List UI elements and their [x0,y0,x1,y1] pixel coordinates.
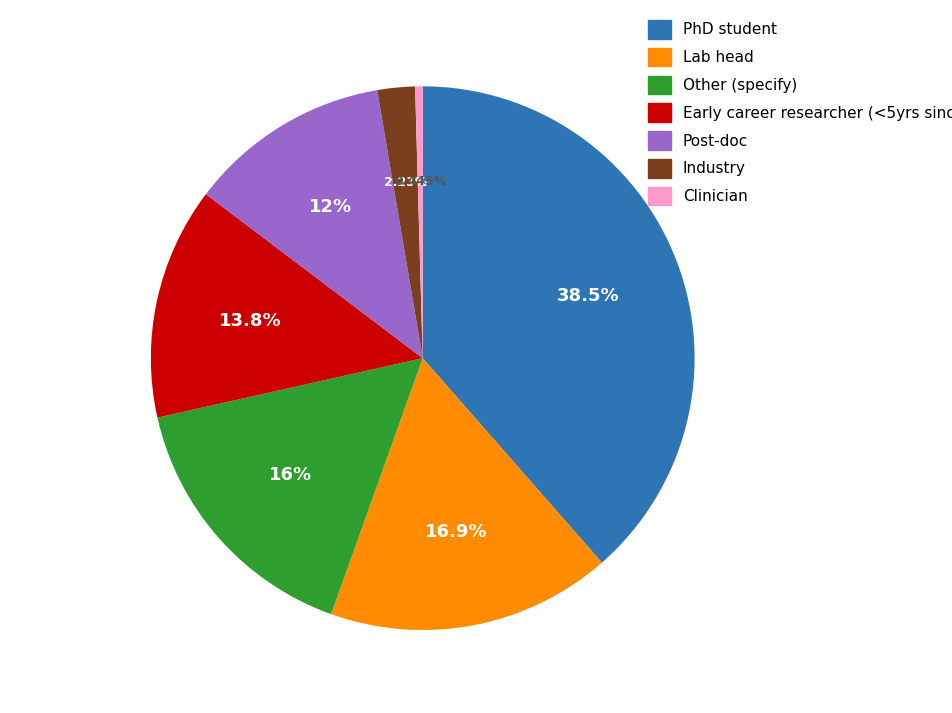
Wedge shape [206,90,423,358]
Wedge shape [415,86,423,358]
Text: 2.23%: 2.23% [384,176,427,189]
Text: 38.5%: 38.5% [557,287,620,305]
Wedge shape [157,358,423,614]
Text: 16.9%: 16.9% [425,523,487,540]
Wedge shape [331,358,602,630]
Wedge shape [377,86,423,358]
Legend: PhD student, Lab head, Other (specify), Early career researcher (<5yrs since PhD: PhD student, Lab head, Other (specify), … [640,12,952,213]
Text: 12%: 12% [309,198,352,216]
Text: 0.445%: 0.445% [394,175,446,188]
Text: 16%: 16% [268,466,312,484]
Wedge shape [150,194,423,418]
Text: 13.8%: 13.8% [219,312,282,329]
Wedge shape [423,86,695,563]
